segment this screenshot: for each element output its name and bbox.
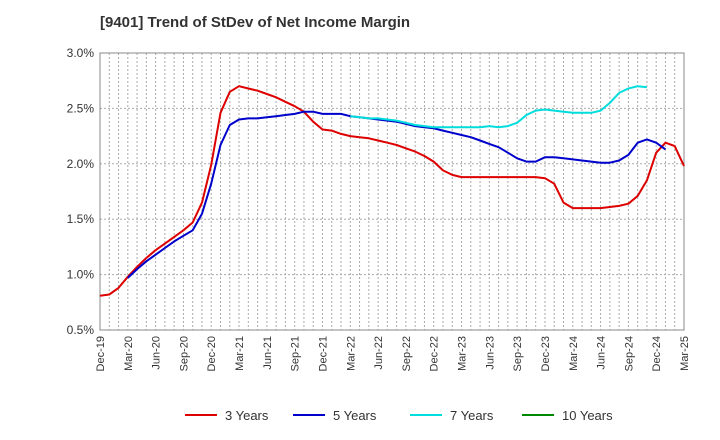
x-tick-label: Dec-23 [540, 336, 552, 371]
x-tick-label: Mar-24 [568, 336, 580, 371]
x-tick-label: Mar-23 [457, 336, 469, 371]
x-tick-label: Jun-20 [151, 336, 163, 370]
y-tick-label: 2.5% [67, 101, 95, 115]
y-tick-label: 1.5% [67, 212, 95, 226]
x-tick-label: Sep-23 [512, 336, 524, 371]
x-tick-label: Jun-21 [262, 336, 274, 370]
x-tick-label: Mar-21 [234, 336, 246, 371]
x-tick-label: Mar-25 [679, 336, 691, 371]
x-tick-label: Sep-20 [178, 336, 190, 371]
y-tick-label: 2.0% [67, 157, 95, 171]
x-tick-label: Dec-22 [429, 336, 441, 371]
x-tick-label: Sep-24 [623, 336, 635, 371]
chart-title: [9401] Trend of StDev of Net Income Marg… [100, 14, 411, 31]
legend-label: 3 Years [225, 408, 269, 423]
plot-area [100, 53, 684, 330]
series-line [350, 85, 648, 129]
x-tick-label: Jun-24 [596, 336, 608, 370]
x-tick-label: Dec-20 [206, 336, 218, 371]
x-tick-label: Sep-22 [401, 336, 413, 371]
x-tick-label: Dec-21 [317, 336, 329, 371]
series-line [99, 85, 685, 297]
legend-label: 5 Years [333, 408, 377, 423]
x-tick-label: Dec-24 [651, 336, 663, 371]
y-tick-label: 1.0% [67, 268, 95, 282]
legend-label: 7 Years [450, 408, 494, 423]
x-tick-label: Sep-21 [290, 336, 302, 371]
legend-label: 10 Years [562, 408, 613, 423]
x-tick-label: Dec-19 [95, 336, 107, 371]
plot-frame [99, 52, 685, 331]
y-tick-label: 3.0% [67, 46, 95, 60]
x-tick-label: Jun-23 [484, 336, 496, 370]
x-tick-label: Jun-22 [373, 336, 385, 370]
y-tick-label: 0.5% [67, 323, 95, 337]
x-tick-label: Mar-20 [123, 336, 135, 371]
series-line [127, 110, 667, 279]
x-tick-label: Mar-22 [345, 336, 357, 371]
